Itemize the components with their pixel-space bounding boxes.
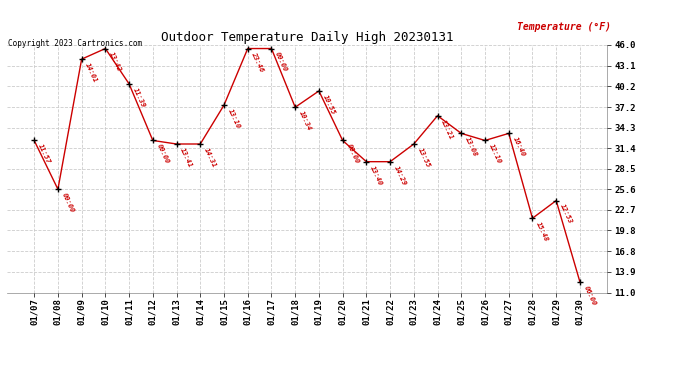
Text: 13:10: 13:10 bbox=[227, 108, 242, 130]
Text: 23:46: 23:46 bbox=[250, 51, 265, 73]
Text: 06:00: 06:00 bbox=[582, 285, 597, 306]
Text: 12:53: 12:53 bbox=[559, 203, 573, 225]
Text: 00:00: 00:00 bbox=[156, 143, 170, 165]
Text: 14:31: 14:31 bbox=[203, 147, 217, 169]
Text: 15:48: 15:48 bbox=[535, 221, 550, 243]
Text: 11:57: 11:57 bbox=[37, 143, 51, 165]
Text: 00:00: 00:00 bbox=[274, 51, 288, 73]
Text: 10:34: 10:34 bbox=[298, 110, 313, 132]
Text: 13:41: 13:41 bbox=[179, 147, 194, 169]
Text: 12:10: 12:10 bbox=[488, 143, 502, 165]
Text: 13:55: 13:55 bbox=[417, 147, 431, 169]
Text: 13:21: 13:21 bbox=[440, 118, 455, 140]
Text: 14:29: 14:29 bbox=[393, 165, 407, 186]
Text: 00:00: 00:00 bbox=[346, 143, 360, 165]
Text: 11:39: 11:39 bbox=[132, 87, 146, 108]
Text: 00:00: 00:00 bbox=[61, 192, 75, 214]
Text: 13:42: 13:42 bbox=[108, 51, 123, 73]
Text: 10:55: 10:55 bbox=[322, 94, 336, 116]
Text: 13:40: 13:40 bbox=[369, 165, 384, 186]
Text: Copyright 2023 Cartronics.com: Copyright 2023 Cartronics.com bbox=[8, 39, 142, 48]
Text: 16:40: 16:40 bbox=[511, 136, 526, 158]
Title: Outdoor Temperature Daily High 20230131: Outdoor Temperature Daily High 20230131 bbox=[161, 31, 453, 44]
Text: 14:01: 14:01 bbox=[84, 62, 99, 84]
Text: 13:08: 13:08 bbox=[464, 136, 478, 158]
Text: Temperature (°F): Temperature (°F) bbox=[517, 22, 611, 32]
